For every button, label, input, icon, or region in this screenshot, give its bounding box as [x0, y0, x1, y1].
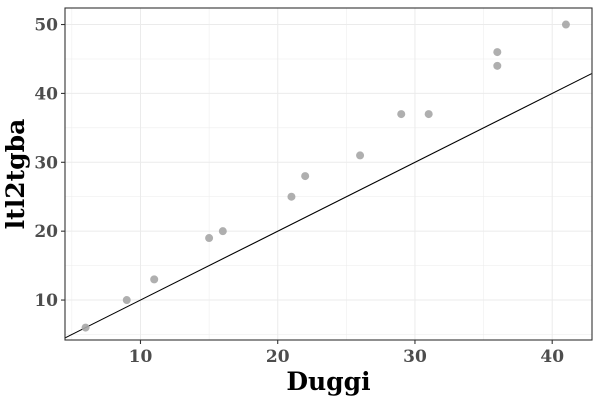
y-tick-label: 50: [34, 16, 58, 36]
data-point: [150, 275, 159, 284]
data-point: [287, 192, 296, 201]
data-point: [205, 234, 214, 243]
data-points: [81, 20, 570, 332]
minor-gridlines: [65, 8, 592, 340]
data-point: [397, 110, 406, 119]
x-tick-label: 10: [129, 347, 153, 367]
reference-line: [65, 72, 592, 339]
y-tick-label: 30: [34, 153, 58, 173]
y-tick-label: 40: [34, 84, 58, 104]
x-tick-label: 30: [403, 347, 427, 367]
x-tick-label: 20: [266, 347, 290, 367]
data-point: [356, 151, 365, 160]
data-point: [561, 20, 570, 29]
x-axis-ticks: 10 20 30 40: [129, 340, 564, 367]
data-point: [424, 110, 433, 119]
data-point: [122, 296, 131, 305]
data-point: [493, 61, 502, 70]
y-tick-label: 20: [34, 222, 58, 242]
data-point: [493, 48, 502, 57]
x-tick-label: 40: [540, 347, 564, 367]
data-point: [218, 227, 227, 236]
y-axis-title: ltl2tgba: [1, 119, 30, 230]
y-tick-label: 10: [34, 291, 58, 311]
x-axis-title: Duggi: [286, 367, 370, 396]
plot-border: [64, 7, 593, 341]
data-point: [81, 323, 90, 332]
plot-background: [65, 8, 592, 340]
data-point: [301, 172, 310, 181]
major-gridlines: [65, 8, 592, 340]
y-axis-ticks: 10 20 30 40 50: [34, 16, 65, 311]
